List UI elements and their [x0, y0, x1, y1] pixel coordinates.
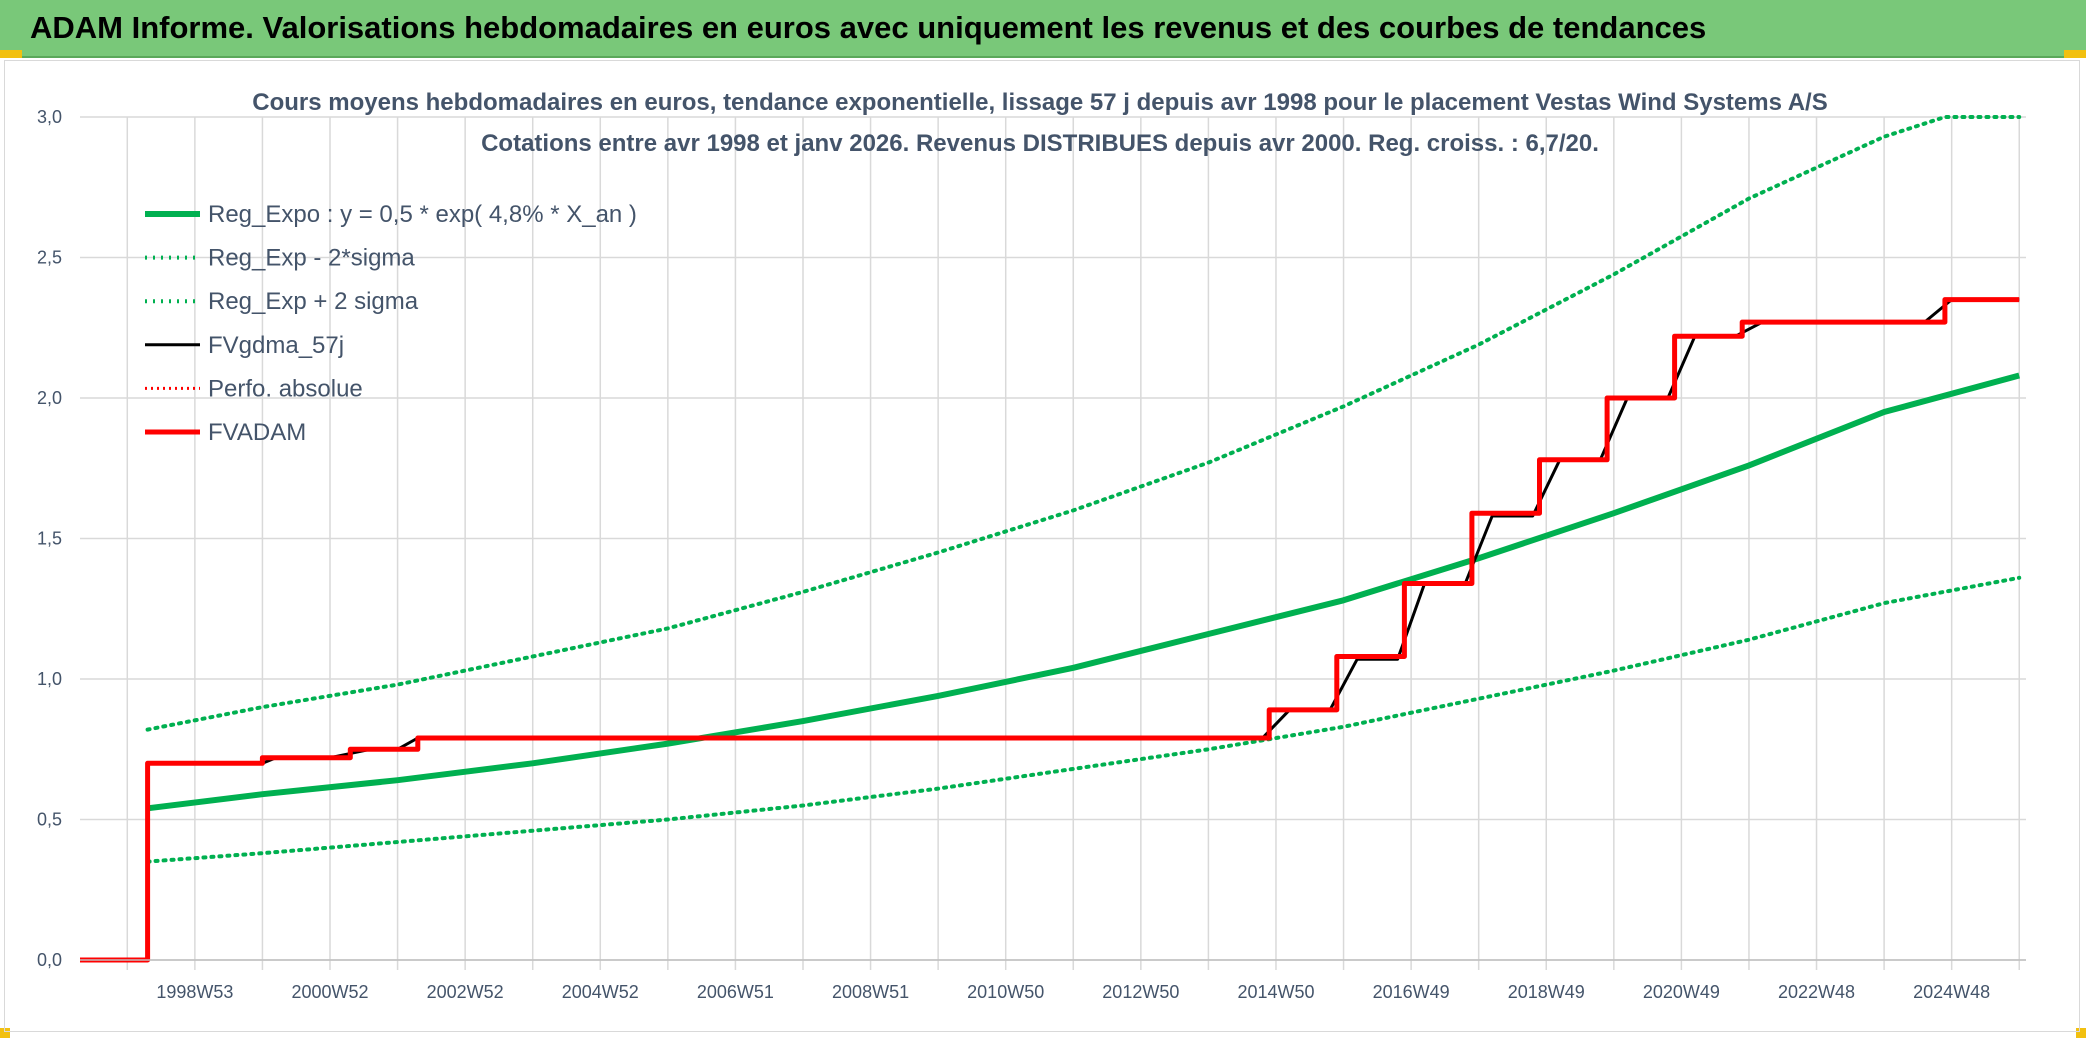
legend-item-trend: Reg_Expo : y = 0,5 * exp( 4,8% * X_an )	[145, 201, 637, 228]
y-tick-label: 0,0	[37, 950, 62, 970]
y-tick-label: 1,5	[37, 529, 62, 549]
x-tick-label: 2000W52	[291, 982, 368, 1002]
legend-label: Reg_Expo : y = 0,5 * exp( 4,8% * X_an )	[208, 201, 637, 228]
x-tick-label: 2008W51	[832, 982, 909, 1002]
trend-upper-band	[145, 115, 2022, 732]
x-tick-label: 2018W49	[1508, 982, 1585, 1002]
corner-accent-bottom-right	[2076, 1028, 2086, 1038]
x-tick-label: 2020W49	[1643, 982, 1720, 1002]
legend-item-upper-band: Reg_Exp + 2 sigma	[145, 288, 419, 315]
x-tick-label: 2014W50	[1237, 982, 1314, 1002]
report-banner: ADAM Informe. Valorisations hebdomadaire…	[0, 0, 2086, 58]
x-tick-label: 1998W53	[156, 982, 233, 1002]
x-tick-label: 2016W49	[1373, 982, 1450, 1002]
legend-label: FVADAM	[208, 419, 306, 446]
y-tick-label: 3,0	[37, 107, 62, 127]
x-tick-label: 2010W50	[967, 982, 1044, 1002]
legend-label: FVgdma_57j	[208, 332, 344, 359]
x-tick-label: 2006W51	[697, 982, 774, 1002]
report-title: ADAM Informe. Valorisations hebdomadaire…	[30, 10, 1707, 45]
corner-accent-bottom-left	[0, 1028, 10, 1038]
x-tick-label: 2004W52	[562, 982, 639, 1002]
corner-accent-top-right	[2064, 50, 2086, 58]
y-tick-label: 0,5	[37, 810, 62, 830]
legend-item-perfo: Perfo. absolue	[145, 375, 363, 402]
x-tick-label: 2012W50	[1102, 982, 1179, 1002]
chart-series	[80, 115, 2022, 963]
y-tick-label: 2,0	[37, 388, 62, 408]
legend-label: Reg_Exp - 2*sigma	[208, 245, 415, 272]
x-tick-label: 2022W48	[1778, 982, 1855, 1002]
corner-accent-top-left	[0, 50, 22, 58]
legend-item-lower-band: Reg_Exp - 2*sigma	[145, 245, 415, 272]
price-line	[80, 297, 2020, 963]
chart-frame	[4, 60, 2080, 1032]
legend-item-fvadam: FVADAM	[145, 419, 306, 446]
chart-grid	[80, 116, 2026, 970]
legend-item-smoothed: FVgdma_57j	[145, 332, 344, 359]
chart-title-line1: Cours moyens hebdomadaires en euros, ten…	[252, 89, 1827, 116]
trend-lower-band	[145, 575, 2022, 864]
legend-label: Reg_Exp + 2 sigma	[208, 288, 419, 315]
legend-label: Perfo. absolue	[208, 375, 363, 402]
chart-title-line2: Cotations entre avr 1998 et janv 2026. R…	[481, 130, 1599, 157]
x-tick-label: 2024W48	[1913, 982, 1990, 1002]
chart-legend: Reg_Expo : y = 0,5 * exp( 4,8% * X_an ) R…	[145, 201, 637, 446]
y-tick-label: 2,5	[37, 248, 62, 268]
x-tick-label: 2002W52	[427, 982, 504, 1002]
trend-line	[147, 372, 2020, 812]
y-tick-label: 1,0	[37, 669, 62, 689]
chart-axes: 0,0 0,5 1,0 1,5 2,0 2,5 3,0 1998W53 2000W52 2002W…	[37, 107, 2026, 1002]
